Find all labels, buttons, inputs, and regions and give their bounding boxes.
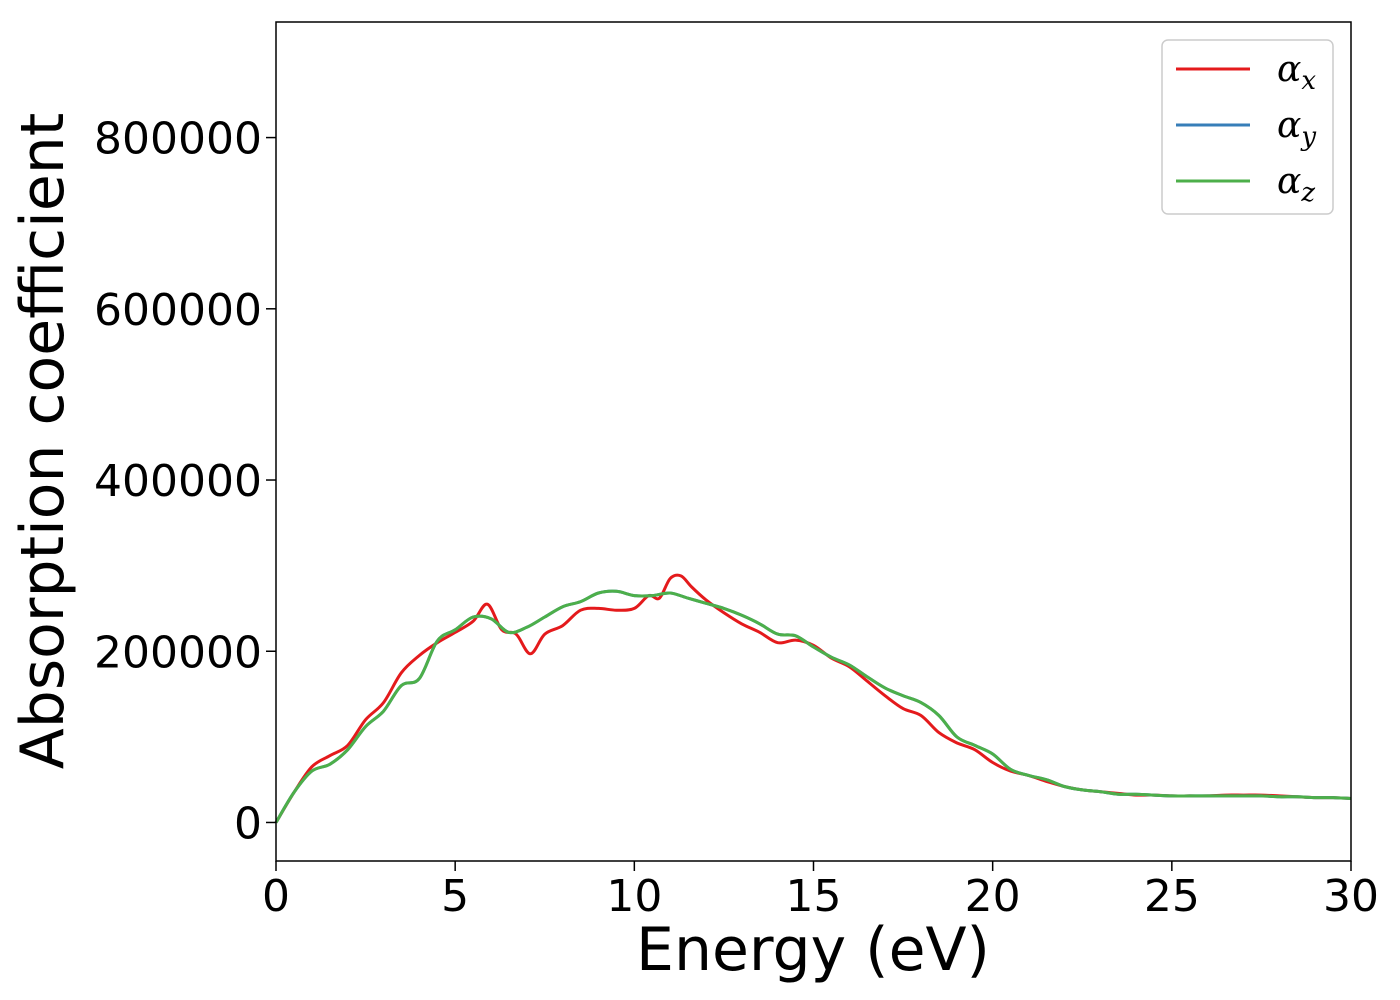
x-tick-label: 0 [262, 871, 290, 922]
series-line-z [274, 589, 1352, 824]
x-tick-label: 30 [1323, 871, 1379, 922]
series-line-y [274, 589, 1352, 824]
x-tick-label: 10 [606, 871, 662, 922]
y-axis-ticks: 0 200000 400000 600000 800000 [94, 114, 276, 849]
legend-label-y: αy [1277, 105, 1316, 152]
x-tick-label: 25 [1144, 871, 1200, 922]
y-tick-label: 400000 [94, 456, 262, 507]
series-layer [274, 573, 1352, 824]
y-tick-label: 200000 [94, 627, 262, 678]
y-tick-label: 600000 [94, 285, 262, 336]
y-tick-label: 0 [234, 798, 262, 849]
x-tick-label: 5 [441, 871, 469, 922]
x-axis-ticks: 0 5 10 15 20 25 30 [262, 861, 1379, 922]
x-tick-label: 15 [786, 871, 842, 922]
y-axis-title: Absorption coefficient [8, 113, 78, 770]
legend-frame [1161, 39, 1334, 215]
y-tick-label: 800000 [94, 114, 262, 165]
series-line-x [274, 573, 1352, 824]
x-tick-label: 20 [965, 871, 1021, 922]
plot-frame [275, 21, 1352, 862]
x-axis-title: Energy (eV) [636, 915, 990, 985]
